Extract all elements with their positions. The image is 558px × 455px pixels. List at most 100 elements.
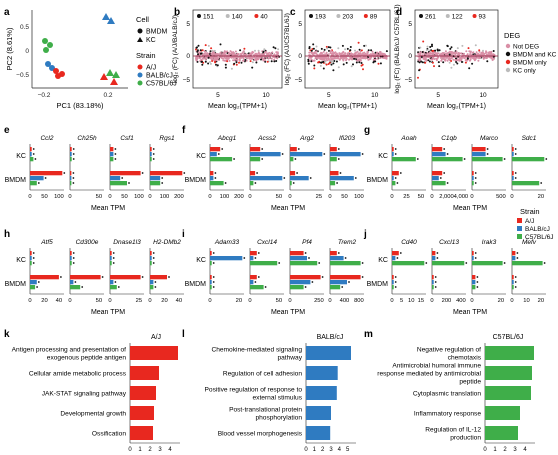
ma-ytick: 0 xyxy=(186,53,190,60)
gene-bar xyxy=(150,261,152,266)
gene-bar xyxy=(330,176,354,181)
go-bar xyxy=(306,386,337,400)
gene-bar-dot xyxy=(34,158,37,160)
ma-point xyxy=(424,56,427,59)
gene-bar-dot xyxy=(254,281,257,283)
gene-bar-dot xyxy=(436,257,439,259)
ma-point xyxy=(379,62,382,65)
ma-point xyxy=(371,50,374,53)
ma-point xyxy=(277,48,280,51)
ma-ytick: 5 xyxy=(298,21,302,28)
ma-point xyxy=(259,56,262,59)
ma-point xyxy=(360,64,363,67)
gene-bar-dot xyxy=(503,262,506,264)
ma-point xyxy=(455,57,457,60)
ma-point xyxy=(270,57,273,60)
gene-bar xyxy=(110,261,112,266)
ma-point xyxy=(244,58,247,61)
gene-tick: 50 xyxy=(96,194,102,200)
panel-letter-f: f xyxy=(182,125,186,136)
ma-ytick: −5 xyxy=(295,77,303,84)
ma-point xyxy=(227,58,230,60)
gene-bar-dot xyxy=(264,286,267,288)
panel-letter-l: l xyxy=(182,329,185,340)
gene-tick: 0 xyxy=(68,194,71,200)
ma-point xyxy=(492,50,495,52)
gene-bar xyxy=(210,280,212,285)
gene-bar-dot xyxy=(161,177,164,179)
ma-point xyxy=(435,52,438,55)
gene-x-label: Mean TPM xyxy=(91,309,125,316)
gene-bar xyxy=(110,280,114,285)
ma-point xyxy=(196,60,199,63)
gene-bar xyxy=(512,176,514,181)
gene-bar-dot xyxy=(416,158,419,160)
ma-point xyxy=(376,57,379,60)
gene-bar-dot xyxy=(72,158,75,160)
ma-point xyxy=(254,49,256,52)
gene-tick: 0 xyxy=(288,194,291,200)
ma-point xyxy=(450,46,453,49)
go-category-label: Cellular amide metabolic process xyxy=(29,371,127,378)
legend-label-c57: C57BL/6J xyxy=(146,81,177,88)
ma-point xyxy=(313,67,316,70)
ma-point xyxy=(357,58,359,61)
ma-point xyxy=(211,60,214,62)
go-category-label: Inflammatory response xyxy=(414,411,481,418)
gene-bar-dot xyxy=(394,177,397,179)
gene-tick: 50 xyxy=(121,194,127,200)
gene-tick: 20 xyxy=(498,298,504,304)
gene-bar-dot xyxy=(32,148,35,150)
gene-name: Abcg1 xyxy=(217,135,237,142)
cell-label-bmdm: BMDM xyxy=(5,281,27,288)
go-tick: 1 xyxy=(493,447,497,453)
gene-bar-dot xyxy=(74,281,77,283)
gene-bar-dot xyxy=(141,172,144,174)
ma-point xyxy=(352,56,355,59)
gene-bar-dot xyxy=(283,177,286,179)
gene-bar-dot xyxy=(72,177,75,179)
gene-tick: 0 xyxy=(108,298,111,304)
ma-point xyxy=(331,60,333,63)
gene-bar-dot xyxy=(486,153,489,155)
ma-point xyxy=(200,60,203,63)
legend-label-balbc: BALB/cJ xyxy=(146,73,173,80)
gene-bar-dot xyxy=(101,276,104,278)
gene-bar xyxy=(432,280,434,285)
ma-point xyxy=(471,62,474,65)
pca-point xyxy=(53,68,59,74)
ma-point xyxy=(344,48,347,51)
ma-point xyxy=(229,50,232,53)
ma-point xyxy=(358,52,360,55)
ma-point xyxy=(349,57,352,60)
gene-tick: 10 xyxy=(408,298,414,304)
ma-frame xyxy=(414,9,499,89)
ma-point xyxy=(241,52,244,54)
ma-point xyxy=(375,54,378,56)
ma-point xyxy=(224,57,227,60)
deg-legend: DEG Not DEG BMDM and KC BMDM only KC onl… xyxy=(504,31,557,75)
gene-bar-dot xyxy=(117,286,120,288)
ma-point xyxy=(262,50,265,53)
ma-point xyxy=(324,55,327,58)
gene-bar xyxy=(472,152,486,157)
ma-point xyxy=(468,67,471,70)
ma-point xyxy=(461,56,463,58)
ma-point xyxy=(232,59,235,62)
gene-panel-i: KC BMDM Adam33 0 20 Cxcl14 0 50 Pf4 0 250 Trem2 0 400… xyxy=(185,239,364,316)
ma-point xyxy=(238,55,240,58)
ma-point xyxy=(463,52,465,55)
ma-point xyxy=(418,57,421,60)
go-bar xyxy=(306,426,331,440)
ma-point xyxy=(238,58,241,61)
gene-tick: 100 xyxy=(160,194,170,200)
ma-point xyxy=(433,65,435,68)
tpm-legend-title: Strain xyxy=(520,207,540,216)
gene-bar xyxy=(432,285,434,290)
gene-bar xyxy=(30,157,34,162)
gene-bar xyxy=(512,256,516,261)
panel-letter-a: a xyxy=(4,7,10,18)
ma-y-label: log₂ (FC) (A/J/C57BL/6J) xyxy=(284,13,291,85)
gene-bar xyxy=(30,181,37,186)
